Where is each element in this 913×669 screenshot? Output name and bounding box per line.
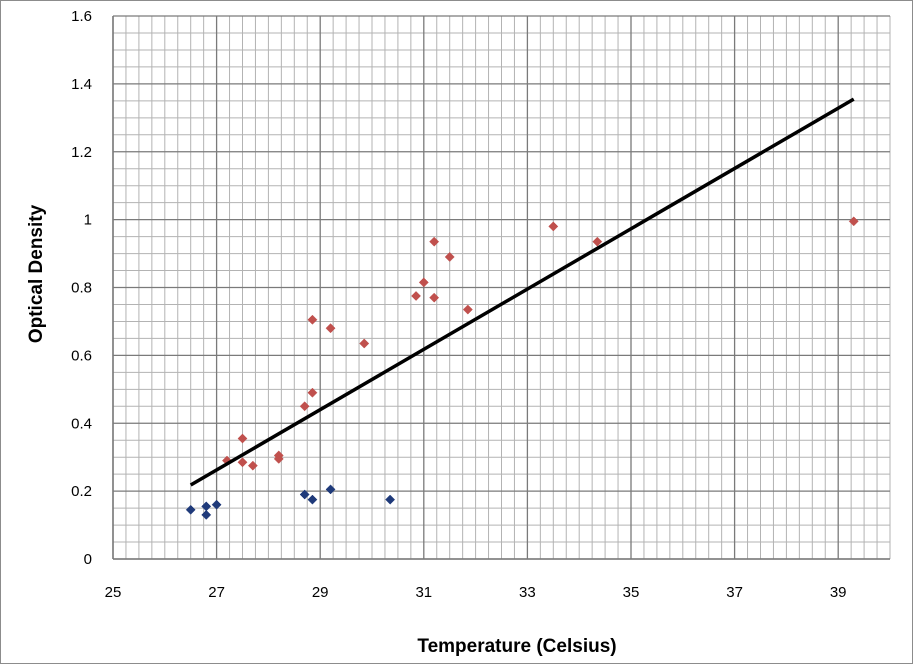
y-tick-label: 1.2: [71, 144, 92, 161]
y-tick-label: 1.4: [71, 76, 92, 93]
red-diamond-point: [359, 338, 370, 349]
blue-diamond-point: [299, 489, 310, 500]
data-points: [185, 97, 859, 520]
red-diamond-point: [237, 433, 248, 444]
red-diamond-point: [429, 292, 440, 303]
x-tick-label: 37: [726, 584, 743, 601]
blue-diamond-point: [325, 484, 336, 495]
y-axis-title: Optical Density: [26, 204, 47, 343]
y-tick-label: 0: [84, 551, 92, 568]
x-axis-title: Temperature (Celsius): [417, 636, 616, 657]
red-diamond-point: [273, 453, 284, 464]
trendline: [189, 97, 855, 487]
red-diamond-point: [548, 221, 559, 232]
red-diamond-point: [592, 236, 603, 247]
red-diamond-point: [444, 252, 455, 262]
x-tick-label: 39: [830, 584, 847, 601]
red-diamond-point: [237, 457, 248, 468]
red-diamond-point: [299, 401, 310, 412]
red-diamond-point: [462, 304, 473, 315]
y-tick-label: 1: [84, 212, 92, 229]
red-diamond-point: [848, 216, 859, 227]
blue-diamond-point: [185, 504, 196, 515]
red-diamond-point: [429, 236, 440, 247]
x-axis-tick-labels: 25 27 29 31 33 35 37 39: [105, 584, 847, 601]
red-diamond-point: [411, 291, 421, 301]
y-tick-label: 1.6: [71, 8, 92, 25]
blue-diamond-point: [307, 494, 318, 505]
red-diamond-point: [247, 460, 258, 471]
blue-diamond-point: [211, 499, 222, 510]
y-axis-tick-labels: 0 0.2 0.4 0.6 0.8 1 1.2 1.4 1.6: [71, 8, 92, 568]
red-diamond-point: [307, 314, 318, 325]
blue-diamond-point: [201, 501, 212, 512]
blue-diamond-point: [385, 494, 396, 505]
x-tick-label: 31: [415, 584, 432, 601]
y-tick-label: 0.2: [71, 483, 92, 500]
y-tick-label: 0.6: [71, 347, 92, 364]
x-tick-label: 27: [208, 584, 225, 601]
x-tick-label: 29: [312, 584, 329, 601]
x-tick-label: 33: [519, 584, 536, 601]
x-tick-label: 35: [623, 584, 640, 601]
red-diamond-point: [325, 323, 336, 334]
red-diamond-point: [418, 277, 429, 288]
x-tick-label: 25: [105, 584, 122, 601]
y-tick-label: 0.8: [71, 280, 92, 297]
red-diamond-point: [307, 387, 318, 398]
blue-diamond-point: [201, 509, 212, 520]
y-tick-label: 0.4: [71, 415, 92, 432]
